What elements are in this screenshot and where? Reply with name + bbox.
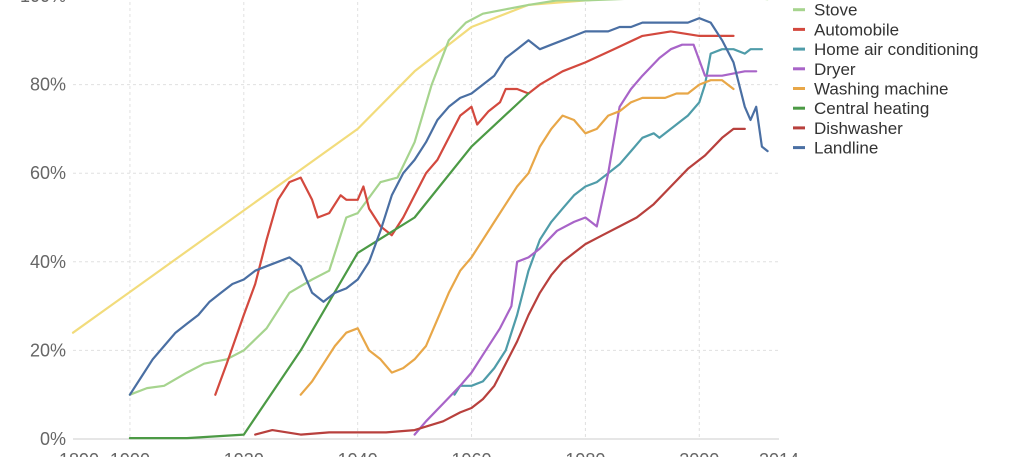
series-line-landline [128,17,769,396]
legend-label-dryer: Dryer [814,60,856,79]
x-tick-label: 1920 [224,450,264,457]
series-line-automobile [214,30,735,396]
y-tick-label: 60% [30,163,66,183]
legend: Running waterStoveAutomobileHome air con… [793,1,978,158]
series-line-running-water [71,0,605,334]
x-tick-label: 2000 [679,450,719,457]
series-line-home-air-conditioning [453,48,763,396]
series-line-dishwasher [254,127,746,436]
x-tick-label: 1980 [565,450,605,457]
x-tick-label: 1900 [110,450,150,457]
legend-label-home-air-conditioning: Home air conditioning [814,40,978,59]
x-tick-label: 1940 [338,450,378,457]
y-tick-label: 80% [30,75,66,95]
y-tick-label: 100% [20,0,66,6]
grid [73,0,779,439]
x-tick-label: 1890 [59,450,99,457]
series-line-washing-machine [299,79,735,396]
legend-label-automobile: Automobile [814,20,899,39]
legend-label-landline: Landline [814,139,878,158]
series-line-central-heating [128,92,530,440]
y-tick-label: 20% [30,340,66,360]
x-tick-label: 2014 [759,450,799,457]
legend-label-washing-machine: Washing machine [814,80,949,99]
series-line-stove [128,0,769,396]
axes: 0% 20% 40% 60% 80% 100% 1890 1900 1920 1940 1960 19… [20,0,799,457]
x-tick-label: 1960 [452,450,492,457]
series-line-dryer [413,43,758,436]
y-tick-label: 0% [40,429,66,449]
legend-label-central-heating: Central heating [814,99,929,118]
y-tick-label: 40% [30,252,66,272]
series-lines [71,0,769,440]
legend-label-dishwasher: Dishwasher [814,119,903,138]
legend-label-stove: Stove [814,1,857,20]
